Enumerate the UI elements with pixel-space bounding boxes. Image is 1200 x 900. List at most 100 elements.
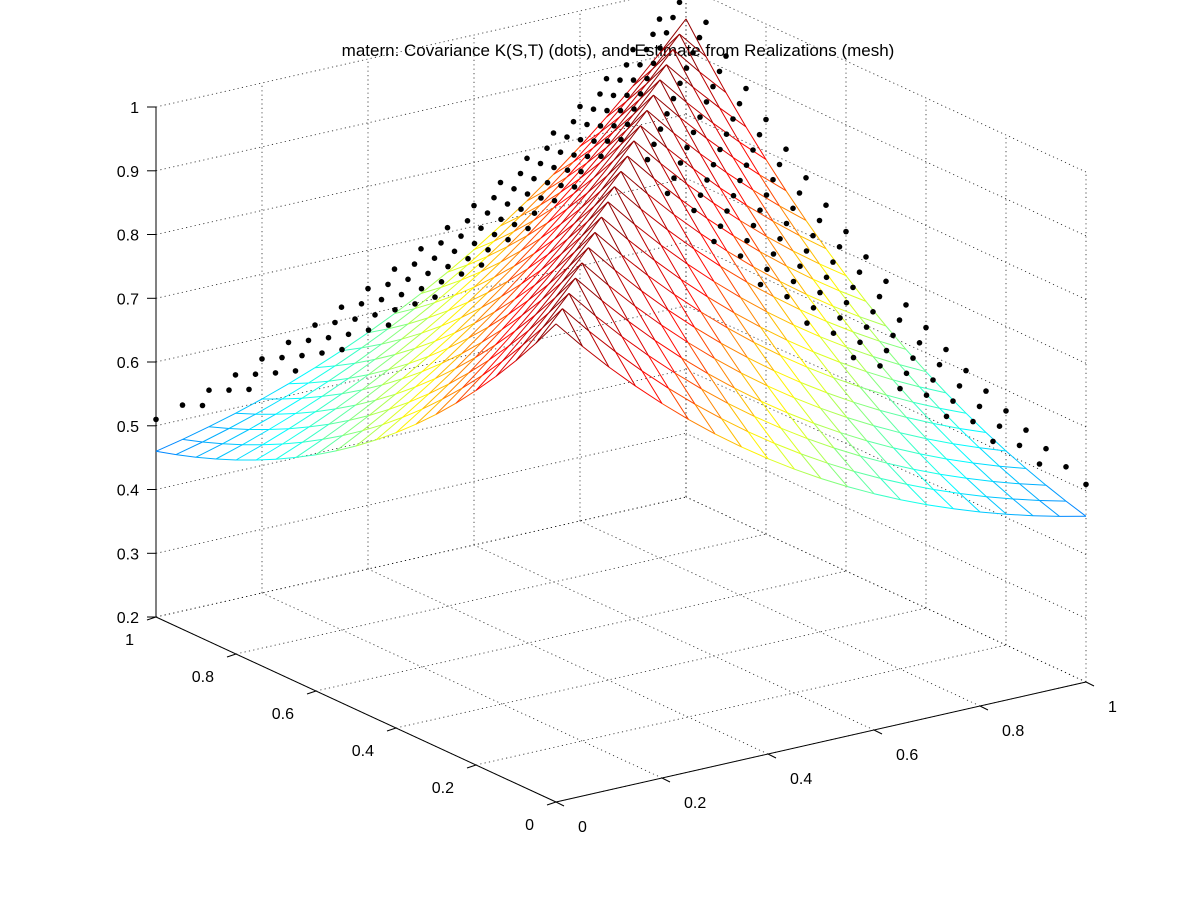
mesh-segment xyxy=(621,254,649,276)
mesh-segment xyxy=(155,450,177,456)
mesh-segment xyxy=(606,129,628,148)
mesh-segment xyxy=(946,458,974,464)
mesh-segment xyxy=(699,71,720,109)
mesh-segment xyxy=(508,329,530,347)
mesh-segment xyxy=(520,222,548,252)
mesh-segment xyxy=(753,342,775,371)
mesh-segment xyxy=(587,175,608,194)
mesh-segment xyxy=(481,280,509,308)
mesh-segment xyxy=(827,462,855,472)
mesh-segment xyxy=(886,394,914,403)
covariance-dot xyxy=(817,289,823,296)
covariance-dot xyxy=(618,136,624,143)
mesh-segment xyxy=(588,330,610,368)
mesh-segment xyxy=(395,386,416,395)
covariance-dot xyxy=(644,156,651,163)
mesh-segment xyxy=(747,431,769,459)
mesh-segment xyxy=(713,281,741,298)
s-tick-mark xyxy=(873,729,883,735)
mesh-segment xyxy=(620,125,641,146)
covariance-dot xyxy=(710,83,716,90)
mesh-segment xyxy=(522,312,550,346)
covariance-dot xyxy=(923,324,929,331)
covariance-dot xyxy=(830,330,837,337)
mesh-segment xyxy=(813,423,835,449)
mesh-segment xyxy=(322,419,350,440)
covariance-dot xyxy=(352,316,358,322)
mesh-segment xyxy=(872,356,900,366)
mesh-segment xyxy=(754,416,775,444)
mesh-segment xyxy=(786,339,808,368)
mesh-segment xyxy=(555,323,583,347)
mesh-segment xyxy=(268,428,290,430)
mesh-segment xyxy=(175,441,203,456)
mesh-segment xyxy=(501,299,529,330)
mesh-segment xyxy=(288,426,310,430)
mesh-segment xyxy=(408,378,436,403)
covariance-dot xyxy=(544,179,551,186)
mesh-segment xyxy=(508,284,536,315)
mesh-segment xyxy=(727,403,749,432)
mesh-segment xyxy=(281,382,309,400)
covariance-dot xyxy=(578,168,584,175)
mesh-segment xyxy=(553,192,575,208)
mesh-segment xyxy=(581,201,609,237)
mesh-segment xyxy=(694,403,722,420)
covariance-dot xyxy=(677,80,683,87)
mesh-segment xyxy=(468,359,490,374)
mesh-segment xyxy=(475,375,497,391)
mesh-segment xyxy=(852,331,874,357)
mesh-segment xyxy=(420,286,442,294)
mesh-segment xyxy=(892,379,914,403)
mesh-segment xyxy=(301,380,329,399)
mesh-segment xyxy=(562,308,583,347)
covariance-dot xyxy=(756,131,763,138)
covariance-dot xyxy=(597,123,604,129)
mesh-segment xyxy=(367,328,389,334)
mesh-segment xyxy=(428,347,449,357)
mesh-segment xyxy=(608,285,629,322)
mesh-segment xyxy=(407,317,429,325)
mesh-segment xyxy=(701,388,722,419)
mesh-segment xyxy=(553,177,581,208)
mesh-segment xyxy=(560,162,588,193)
mesh-segment xyxy=(860,455,881,479)
mesh-segment xyxy=(959,428,980,449)
mesh-segment xyxy=(560,177,581,193)
covariance-dot xyxy=(643,46,650,53)
mesh-segment xyxy=(826,321,847,348)
mesh-segment xyxy=(873,493,901,501)
covariance-dot xyxy=(1043,445,1049,452)
mesh-segment xyxy=(355,399,376,406)
mesh-segment xyxy=(460,256,488,281)
covariance-dot xyxy=(458,233,464,239)
mesh-segment xyxy=(248,413,276,430)
mesh-segment xyxy=(886,462,914,470)
mesh-segment xyxy=(653,94,681,118)
mesh-segment xyxy=(434,317,462,342)
mesh-segment xyxy=(487,231,515,257)
mesh-segment xyxy=(467,276,495,303)
mesh-segment xyxy=(733,312,755,343)
mesh-segment xyxy=(641,290,669,311)
mesh-segment xyxy=(640,208,662,246)
mesh-segment xyxy=(594,232,622,256)
covariance-dot xyxy=(777,236,783,242)
mesh-segment xyxy=(579,131,601,147)
mesh-segment xyxy=(308,380,329,384)
mesh-segment xyxy=(515,327,543,361)
mesh-segment xyxy=(555,277,576,298)
mesh-segment xyxy=(1045,484,1067,502)
mesh-segment xyxy=(275,413,296,415)
covariance-dot xyxy=(896,317,903,323)
mesh-segment xyxy=(806,294,827,322)
mesh-segment xyxy=(653,178,681,200)
covariance-dot xyxy=(650,60,657,67)
covariance-dot xyxy=(690,50,696,56)
mesh-segment xyxy=(654,340,676,374)
mesh-segment xyxy=(440,264,468,288)
mesh-segment xyxy=(554,222,575,240)
mesh-segment xyxy=(654,260,675,295)
covariance-dot xyxy=(584,121,590,128)
mesh-segment xyxy=(455,374,483,404)
